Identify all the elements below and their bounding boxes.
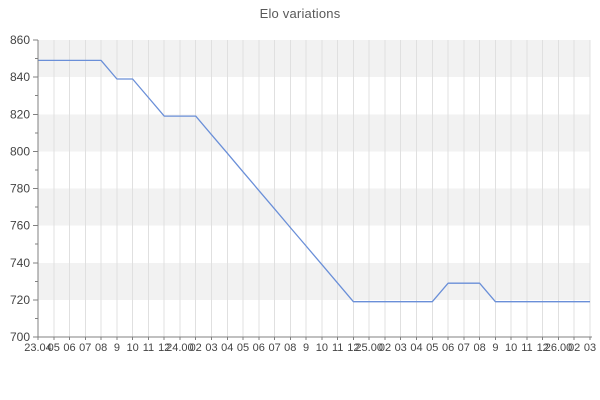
chart-title: Elo variations bbox=[259, 6, 341, 21]
y-tick-label: 800 bbox=[10, 144, 30, 158]
y-tick-label: 740 bbox=[10, 256, 30, 270]
x-tick-label: 02 bbox=[379, 342, 391, 354]
x-tick-label: 24.00 bbox=[166, 342, 194, 354]
x-tick-label: 05 bbox=[237, 342, 249, 354]
x-tick-label: 25.00 bbox=[355, 342, 383, 354]
x-tick-label: 9 bbox=[492, 342, 498, 354]
x-tick-label: 10 bbox=[505, 342, 517, 354]
plot-band bbox=[38, 299, 590, 337]
x-tick-label: 04 bbox=[221, 342, 233, 354]
x-tick-label: 05 bbox=[48, 342, 60, 354]
x-tick-label: 06 bbox=[253, 342, 265, 354]
y-tick-label: 820 bbox=[10, 107, 30, 121]
y-tick-label: 700 bbox=[10, 330, 30, 344]
y-tick-label: 720 bbox=[10, 293, 30, 307]
y-tick-label: 780 bbox=[10, 182, 30, 196]
x-tick-label: 12 bbox=[537, 342, 549, 354]
x-tick-label: 23.04 bbox=[24, 342, 52, 354]
x-tick-label: 05 bbox=[426, 342, 438, 354]
plot-band bbox=[38, 151, 590, 189]
plot-band bbox=[38, 225, 590, 263]
plot-band bbox=[38, 262, 590, 300]
plot-band bbox=[38, 114, 590, 152]
x-tick-label: 08 bbox=[473, 342, 485, 354]
x-tick-label: 11 bbox=[521, 342, 532, 354]
x-tick-label: 03 bbox=[205, 342, 217, 354]
x-tick-label: 9 bbox=[114, 342, 120, 354]
plot-band bbox=[38, 188, 590, 226]
plot-band bbox=[38, 40, 590, 78]
elo-line bbox=[38, 59, 590, 303]
y-tick-label: 860 bbox=[10, 33, 30, 47]
x-tick-label: 12 bbox=[158, 342, 170, 354]
plot-band bbox=[38, 77, 590, 115]
x-tick-label: 26.00 bbox=[545, 342, 573, 354]
x-tick-label: 08 bbox=[284, 342, 296, 354]
x-tick-label: 08 bbox=[95, 342, 107, 354]
x-tick-label: 02 bbox=[568, 342, 580, 354]
x-tick-label: 04 bbox=[410, 342, 422, 354]
x-tick-label: 07 bbox=[268, 342, 280, 354]
x-tick-label: 12 bbox=[347, 342, 359, 354]
x-tick-label: 9 bbox=[303, 342, 309, 354]
x-tick-label: 11 bbox=[332, 342, 343, 354]
x-tick-label: 02 bbox=[190, 342, 202, 354]
x-tick-label: 06 bbox=[442, 342, 454, 354]
y-tick-label: 840 bbox=[10, 70, 30, 84]
x-tick-label: 07 bbox=[79, 342, 91, 354]
x-tick-label: 07 bbox=[458, 342, 470, 354]
x-tick-label: 10 bbox=[126, 342, 138, 354]
y-tick-label: 760 bbox=[10, 219, 30, 233]
x-tick-label: 03 bbox=[395, 342, 407, 354]
x-tick-label: 10 bbox=[316, 342, 328, 354]
x-tick-label: 03 bbox=[584, 342, 596, 354]
x-tick-label: 06 bbox=[63, 342, 75, 354]
x-tick-label: 11 bbox=[143, 342, 154, 354]
